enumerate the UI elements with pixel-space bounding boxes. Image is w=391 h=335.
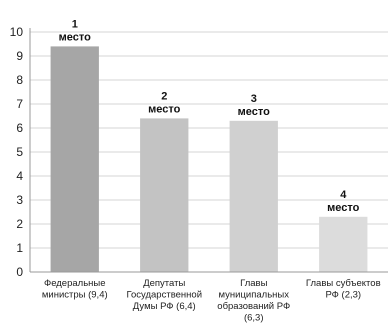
y-tick-label: 6	[16, 121, 23, 135]
y-axis: 0 1 2 3 4 5 6 7 8 9 10	[10, 25, 31, 279]
y-tick-label: 8	[16, 73, 23, 87]
category-label: Главы	[240, 278, 267, 289]
category-label: Федеральные	[44, 278, 106, 289]
category-label: Государственной	[127, 290, 203, 301]
category-label: Депутаты	[143, 278, 185, 289]
rank-label: 3	[251, 93, 257, 105]
y-tick-label: 4	[16, 169, 23, 183]
rank-label: место	[327, 202, 359, 214]
y-tick-label: 9	[16, 49, 23, 63]
rank-label: место	[238, 106, 270, 118]
category-label: РФ (2,3)	[325, 290, 361, 301]
category-label: муниципальных	[219, 290, 290, 301]
bar	[140, 118, 189, 273]
rank-label: 4	[340, 189, 347, 201]
y-tick-label: 7	[16, 97, 23, 111]
y-tick-label: 0	[16, 265, 23, 279]
category-label: Думы РФ (6,4)	[133, 301, 196, 312]
y-tick-label: 5	[16, 145, 23, 159]
rank-label: 2	[161, 90, 167, 102]
category-label: (6,3)	[244, 313, 264, 324]
y-tick-label: 1	[16, 241, 23, 255]
y-tick-label: 10	[10, 25, 24, 39]
y-tick-label: 2	[16, 217, 23, 231]
rank-label: место	[148, 103, 180, 115]
rank-label: место	[59, 31, 91, 43]
bar	[50, 46, 99, 273]
bars	[50, 46, 368, 273]
category-label: министры (9,4)	[42, 290, 108, 301]
bar	[319, 216, 368, 272]
bar	[229, 120, 278, 272]
category-label: Главы субъектов	[306, 278, 381, 289]
rank-label: 1	[72, 18, 78, 30]
y-tick-label: 3	[16, 193, 23, 207]
category-label: образований РФ	[217, 301, 290, 312]
